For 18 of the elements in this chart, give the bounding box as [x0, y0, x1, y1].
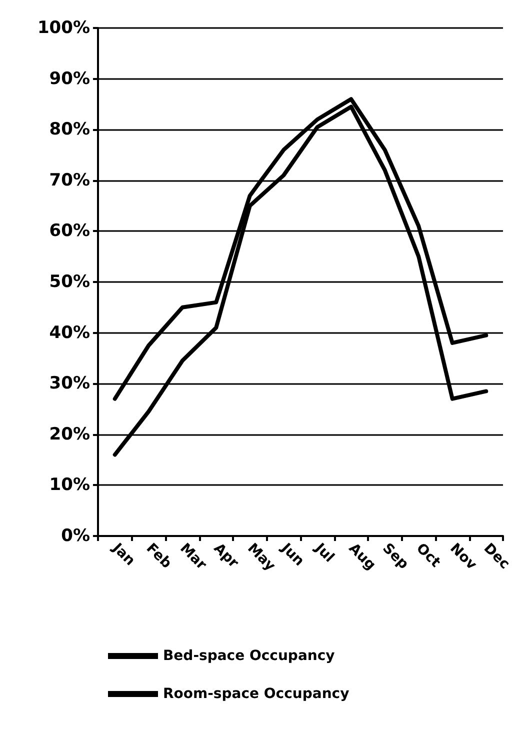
x-tick-label: Oct	[412, 540, 444, 571]
legend-label: Room-space Occupancy	[163, 686, 350, 702]
x-tick-label: Jul	[311, 540, 338, 566]
y-tick-label: 100%	[37, 18, 90, 38]
legend-label: Bed-space Occupancy	[163, 648, 335, 664]
y-tick-label: 40%	[49, 322, 90, 343]
x-tick-label: Jan	[108, 540, 138, 570]
y-tick-label: 90%	[49, 68, 90, 89]
y-tick-label: 20%	[49, 424, 90, 444]
y-tick-label: 80%	[49, 120, 90, 140]
y-tick-label: 50%	[49, 272, 90, 292]
x-tick-label: Jun	[277, 540, 308, 570]
y-tick-label: 70%	[49, 170, 90, 190]
y-tick-label: 60%	[49, 221, 90, 242]
y-tick-label: 10%	[49, 475, 90, 496]
x-tick-label: Apr	[210, 540, 242, 572]
y-tick-label: 0%	[61, 526, 90, 546]
y-tick-label: 30%	[49, 374, 90, 394]
